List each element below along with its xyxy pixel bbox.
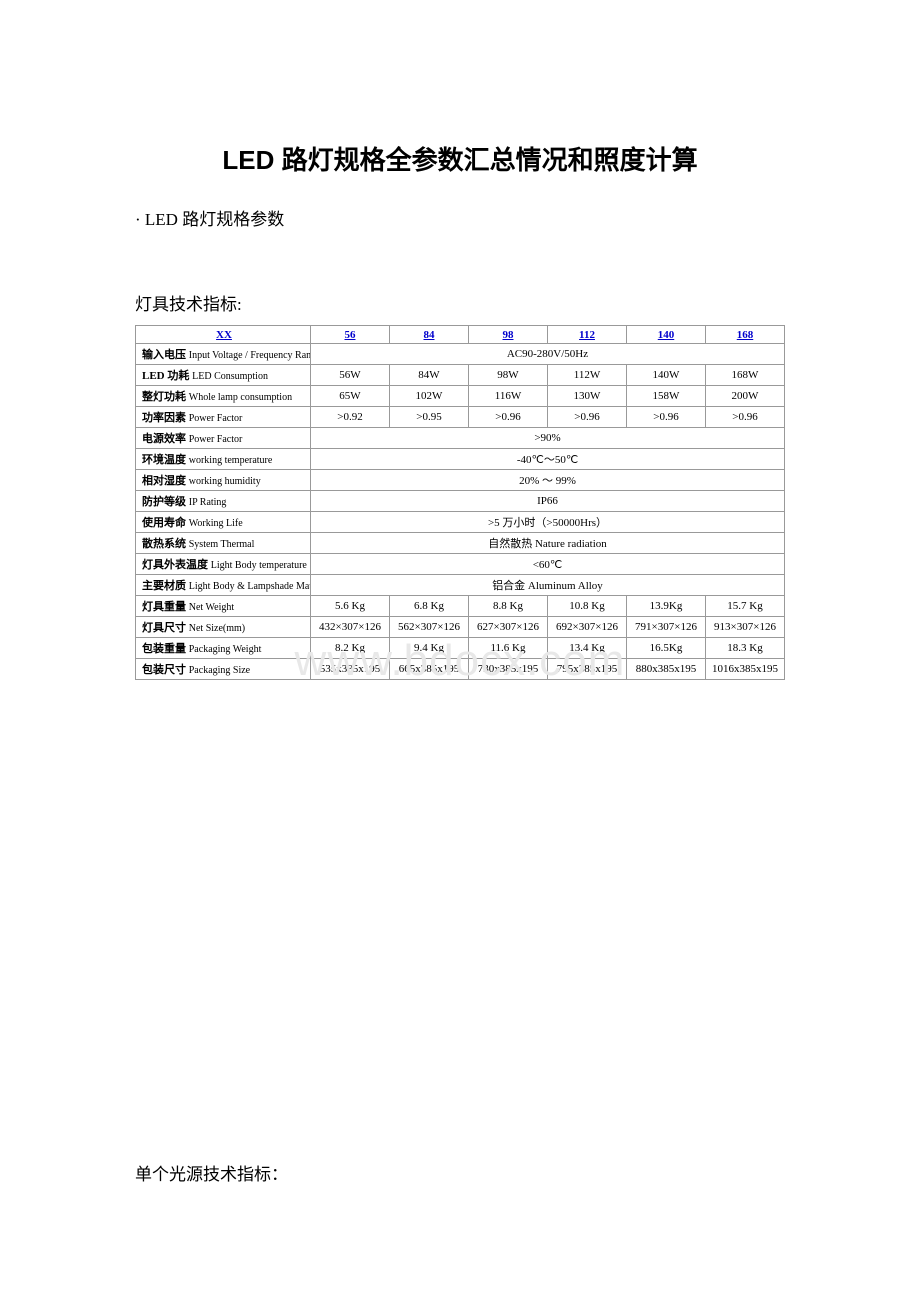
table-cell: IP66 — [311, 491, 785, 512]
table-cell: 665x385x195 — [390, 659, 469, 680]
table-cell: >0.96 — [627, 407, 706, 428]
section-heading-1: · LED 路灯规格参数 — [135, 205, 785, 230]
table-cell: -40℃～50℃ — [311, 449, 785, 470]
table-row-label: 环境温度 working temperature — [136, 449, 311, 470]
table-row-label: 灯具外表温度 Light Body temperature — [136, 554, 311, 575]
table-cell: 627×307×126 — [469, 617, 548, 638]
table-cell: 84W — [390, 365, 469, 386]
table-cell: 15.7 Kg — [706, 596, 785, 617]
table-cell: 5.6 Kg — [311, 596, 390, 617]
table-row-label: 防护等级 IP Rating — [136, 491, 311, 512]
table-cell: <60℃ — [311, 554, 785, 575]
table-cell: 795x385x195 — [548, 659, 627, 680]
table-row-label: 包装尺寸 Packaging Size — [136, 659, 311, 680]
table-cell: 自然散热 Nature radiation — [311, 533, 785, 554]
table-cell: >0.96 — [469, 407, 548, 428]
table-cell: 168W — [706, 365, 785, 386]
table-cell: 13.9Kg — [627, 596, 706, 617]
table-cell: 56W — [311, 365, 390, 386]
table-cell: 730x385x195 — [469, 659, 548, 680]
table-cell: 11.6 Kg — [469, 638, 548, 659]
table-header-label: XX — [136, 326, 311, 344]
table-cell: >5 万小时（>50000Hrs） — [311, 512, 785, 533]
table-cell: 铝合金 Aluminum Alloy — [311, 575, 785, 596]
table-row-label: 散热系统 System Thermal — [136, 533, 311, 554]
table-header-col: 84 — [390, 326, 469, 344]
table-cell: 432×307×126 — [311, 617, 390, 638]
table-cell: 791×307×126 — [627, 617, 706, 638]
table-row-label: LED 功耗 LED Consumption — [136, 365, 311, 386]
subsection-heading: 灯具技术指标: — [135, 290, 785, 315]
table-row-label: 整灯功耗 Whole lamp consumption — [136, 386, 311, 407]
table-cell: 6.8 Kg — [390, 596, 469, 617]
table-header-col: 140 — [627, 326, 706, 344]
table-cell: 20% ～ 99% — [311, 470, 785, 491]
table-cell: 1016x385x195 — [706, 659, 785, 680]
table-cell: >90% — [311, 428, 785, 449]
table-cell: >0.96 — [706, 407, 785, 428]
table-cell: 65W — [311, 386, 390, 407]
table-cell: >0.92 — [311, 407, 390, 428]
table-cell: 158W — [627, 386, 706, 407]
section-heading-2: 单个光源技术指标： — [135, 1160, 785, 1185]
table-cell: 98W — [469, 365, 548, 386]
table-cell: 130W — [548, 386, 627, 407]
table-cell: 18.3 Kg — [706, 638, 785, 659]
table-cell: 880x385x195 — [627, 659, 706, 680]
table-cell: 200W — [706, 386, 785, 407]
page-title: LED 路灯规格全参数汇总情况和照度计算 — [135, 140, 785, 177]
table-row-label: 灯具尺寸 Net Size(mm) — [136, 617, 311, 638]
table-row-label: 包装重量 Packaging Weight — [136, 638, 311, 659]
table-row-label: 灯具重量 Net Weight — [136, 596, 311, 617]
table-header-col: 56 — [311, 326, 390, 344]
table-cell: 102W — [390, 386, 469, 407]
table-cell: 116W — [469, 386, 548, 407]
table-cell: >0.96 — [548, 407, 627, 428]
table-cell: 535x385x195 — [311, 659, 390, 680]
table-header-col: 112 — [548, 326, 627, 344]
table-row-label: 输入电压 Input Voltage / Frequency Range — [136, 344, 311, 365]
table-row-label: 功率因素 Power Factor — [136, 407, 311, 428]
table-cell: 13.4 Kg — [548, 638, 627, 659]
table-row-label: 相对湿度 working humidity — [136, 470, 311, 491]
table-row-label: 电源效率 Power Factor — [136, 428, 311, 449]
table-header-col: 168 — [706, 326, 785, 344]
table-cell: 692×307×126 — [548, 617, 627, 638]
table-cell: 112W — [548, 365, 627, 386]
table-cell: 140W — [627, 365, 706, 386]
table-row-label: 主要材质 Light Body & Lampshade Material — [136, 575, 311, 596]
table-cell: 562×307×126 — [390, 617, 469, 638]
table-header-col: 98 — [469, 326, 548, 344]
table-cell: 8.2 Kg — [311, 638, 390, 659]
table-cell: 9.4 Kg — [390, 638, 469, 659]
table-row-label: 使用寿命 Working Life — [136, 512, 311, 533]
table-cell: 10.8 Kg — [548, 596, 627, 617]
table-cell: >0.95 — [390, 407, 469, 428]
table-cell: 8.8 Kg — [469, 596, 548, 617]
spec-table: XX568498112140168 输入电压 Input Voltage / Fr… — [135, 325, 785, 680]
table-cell: 16.5Kg — [627, 638, 706, 659]
table-cell: AC90-280V/50Hz — [311, 344, 785, 365]
table-cell: 913×307×126 — [706, 617, 785, 638]
